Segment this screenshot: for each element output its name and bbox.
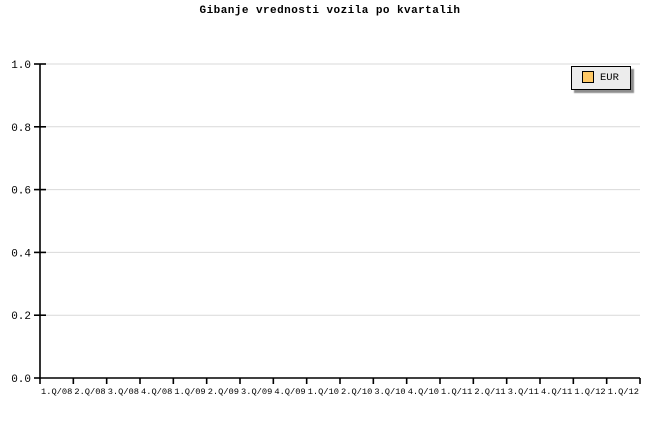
svg-text:4.Q/08: 4.Q/08 — [141, 387, 172, 397]
svg-text:3.Q/09: 3.Q/09 — [241, 387, 272, 397]
svg-text:4.Q/09: 4.Q/09 — [274, 387, 305, 397]
svg-text:1.Q/12: 1.Q/12 — [574, 387, 605, 397]
svg-text:1.Q/12: 1.Q/12 — [608, 387, 639, 397]
svg-text:0.4: 0.4 — [11, 248, 31, 260]
svg-text:0.8: 0.8 — [11, 123, 31, 135]
svg-text:1.Q/10: 1.Q/10 — [308, 387, 339, 397]
svg-text:2.Q/09: 2.Q/09 — [208, 387, 239, 397]
svg-text:4.Q/11: 4.Q/11 — [541, 387, 572, 397]
svg-text:2.Q/08: 2.Q/08 — [74, 387, 105, 397]
svg-text:2.Q/10: 2.Q/10 — [341, 387, 372, 397]
svg-text:0.2: 0.2 — [11, 311, 31, 323]
svg-text:1.0: 1.0 — [11, 60, 31, 72]
svg-text:0.0: 0.0 — [11, 374, 31, 386]
svg-text:1.Q/11: 1.Q/11 — [441, 387, 472, 397]
svg-text:1.Q/09: 1.Q/09 — [174, 387, 205, 397]
svg-text:2.Q/11: 2.Q/11 — [474, 387, 505, 397]
svg-text:4.Q/10: 4.Q/10 — [408, 387, 439, 397]
svg-text:3.Q/10: 3.Q/10 — [374, 387, 405, 397]
svg-text:3.Q/08: 3.Q/08 — [108, 387, 139, 397]
svg-text:1.Q/08: 1.Q/08 — [41, 387, 72, 397]
svg-text:3.Q/11: 3.Q/11 — [508, 387, 539, 397]
svg-text:0.6: 0.6 — [11, 186, 31, 198]
